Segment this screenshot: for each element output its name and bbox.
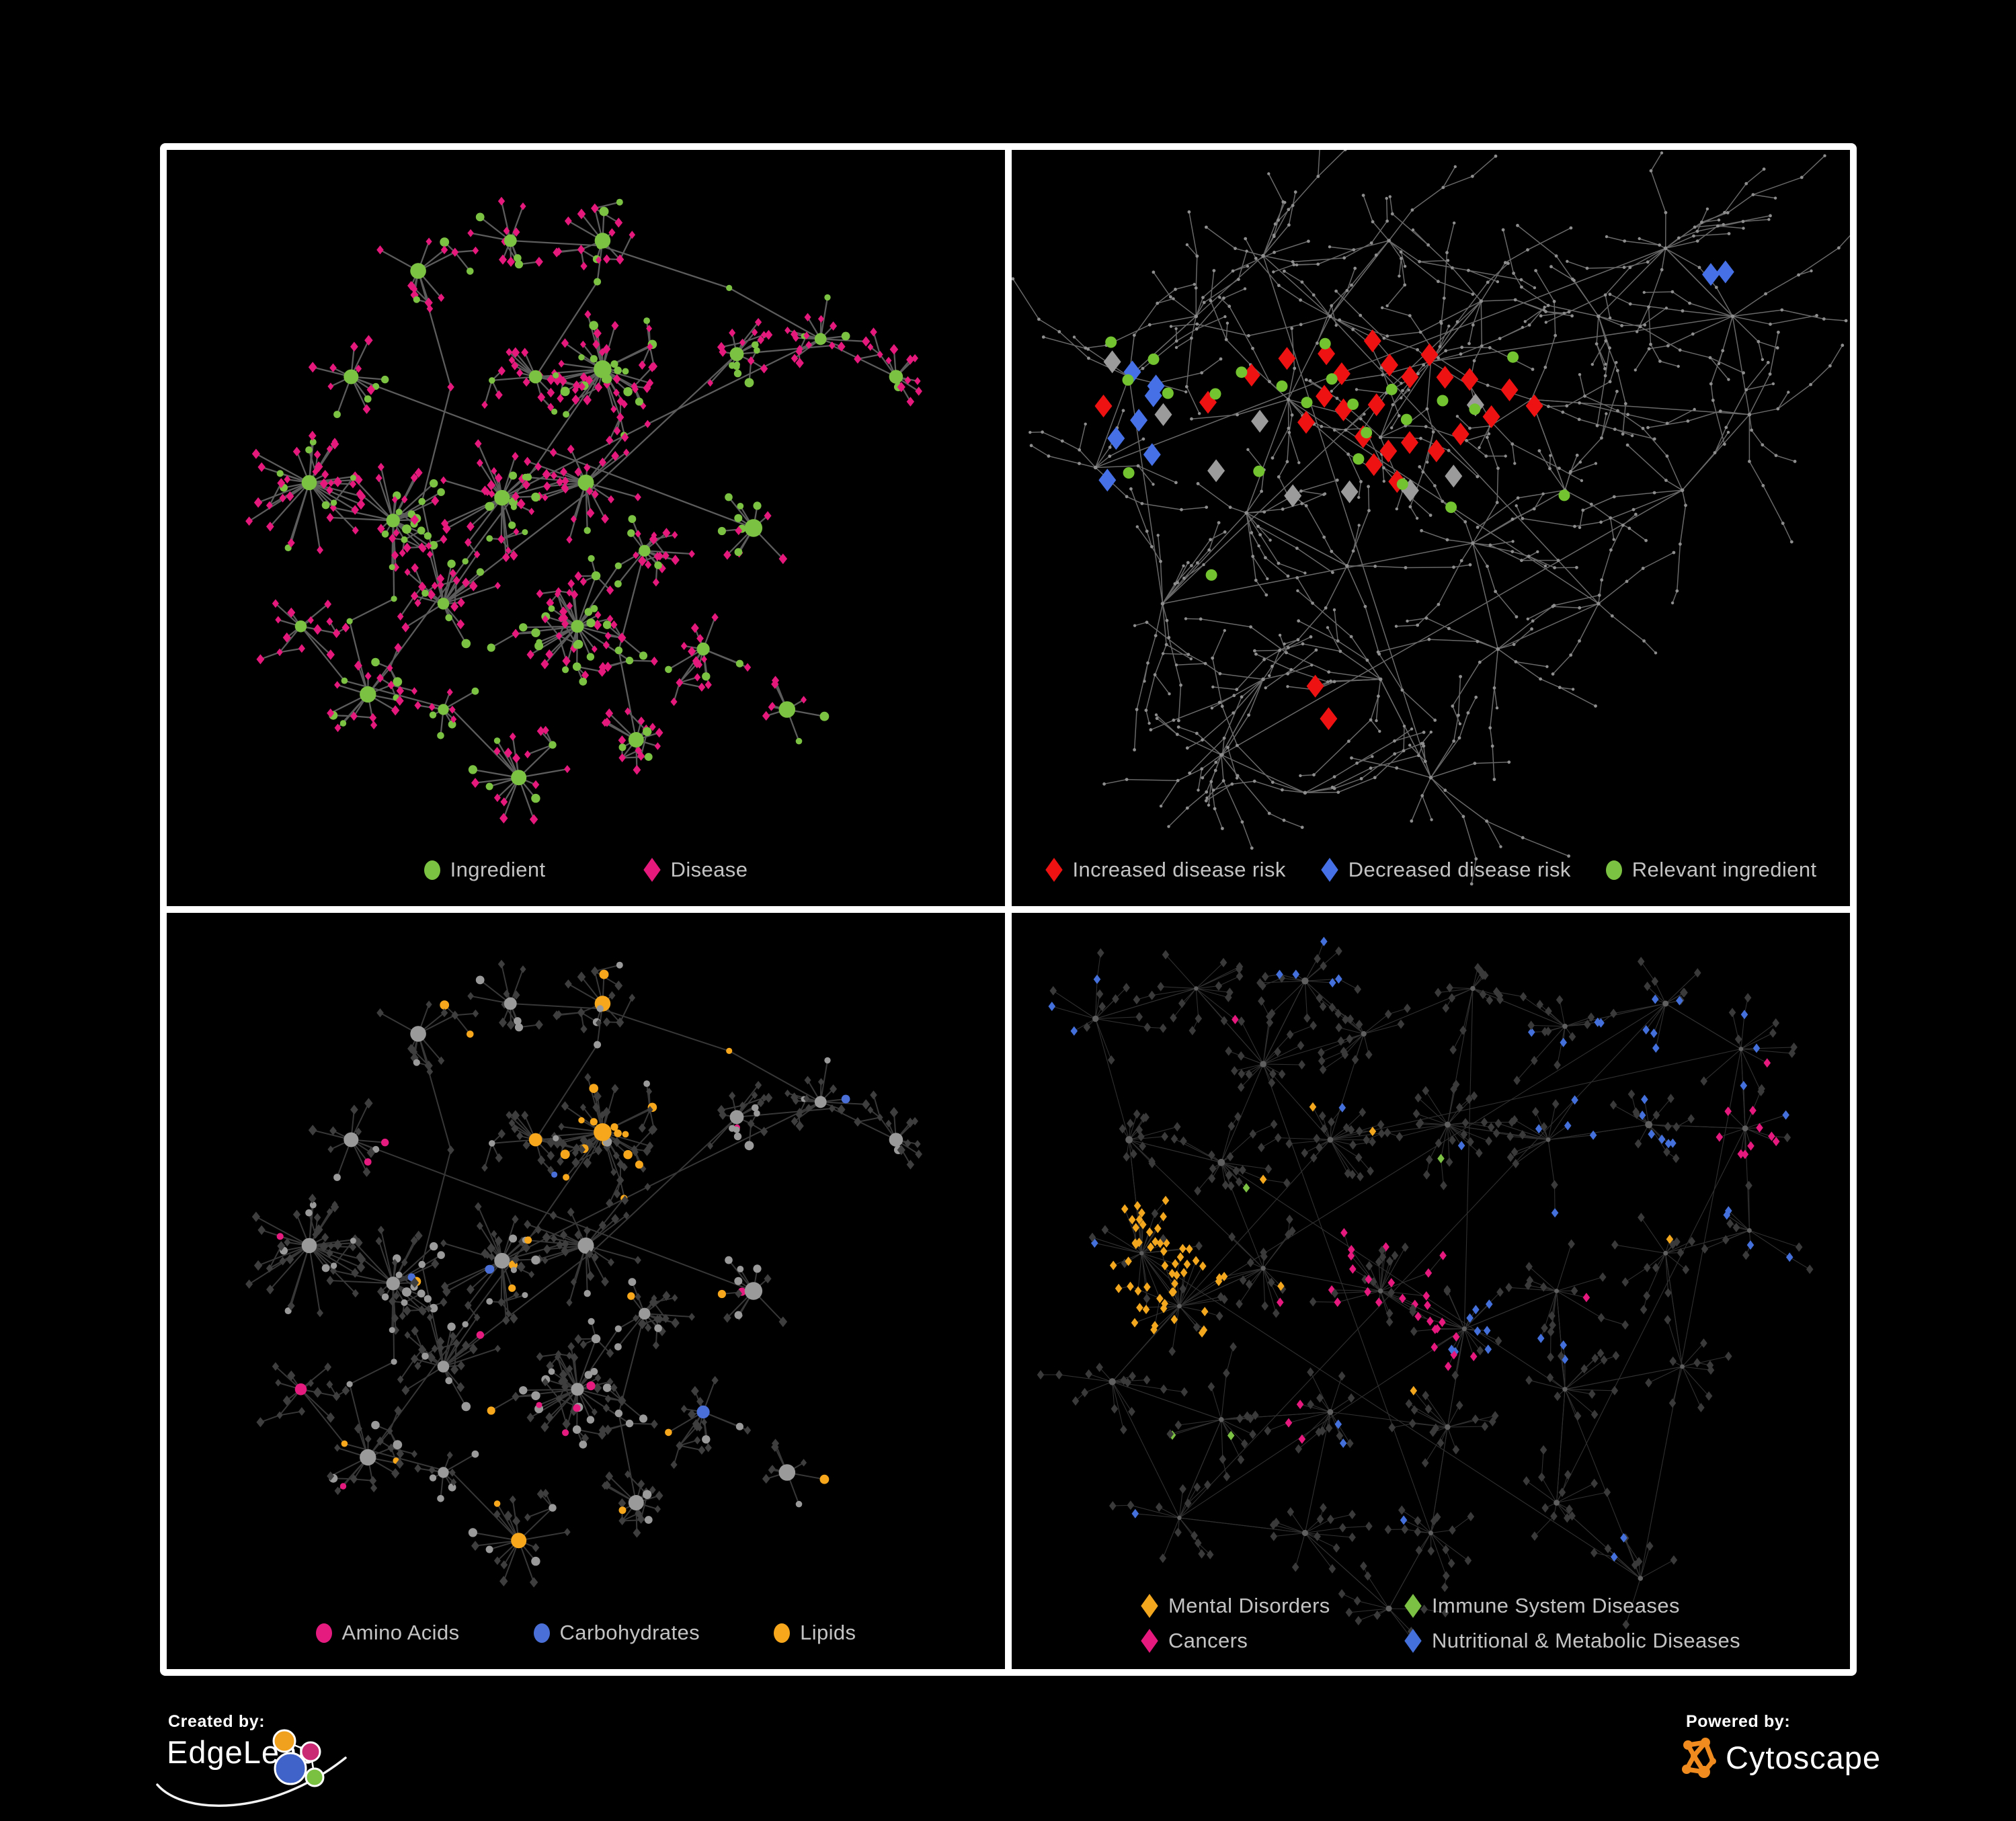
legend-label: Increased disease risk [1073, 858, 1286, 882]
legend-item: Disease [643, 858, 748, 882]
legend-item: Cancers [1141, 1629, 1404, 1653]
circle-legend-symbol [316, 1623, 332, 1643]
diamond-legend-symbol [1321, 858, 1338, 882]
diamond-legend-symbol [1141, 1594, 1158, 1618]
powered-by-block: Powered by: Cytosc [1679, 1712, 1881, 1793]
circle-legend-symbol [774, 1623, 790, 1643]
created-by-block: Created by: EdgeLeap [161, 1712, 350, 1799]
nutrient-categories-legend: Amino Acids Carbohydrates Lipids [167, 1621, 1005, 1645]
disease-risk-legend: Increased disease risk Decreased disease … [1012, 858, 1850, 882]
legend-label: Mental Disorders [1168, 1594, 1330, 1618]
legend-item: Decreased disease risk [1321, 858, 1571, 882]
legend-label: Relevant ingredient [1632, 858, 1817, 882]
nutrient-categories-network-graph [167, 913, 1005, 1669]
legend-item: Lipids [774, 1621, 856, 1645]
panel-ingredient-disease: Ingredient Disease [167, 150, 1005, 906]
disease-risk-network-graph [1012, 150, 1850, 906]
edgeleap-brand-row: EdgeLeap [161, 1736, 350, 1768]
edges-layer [249, 201, 919, 819]
disease-categories-network-graph [1012, 913, 1850, 1669]
circle-legend-symbol [534, 1623, 550, 1643]
edges-layer [249, 964, 919, 1582]
diamond-legend-symbol [1045, 858, 1062, 882]
legend-item: Ingredient [424, 858, 546, 882]
panel-disease-categories: Mental Disorders Immune System Diseases Ca… [1012, 913, 1850, 1669]
ingredient-disease-legend: Ingredient Disease [167, 858, 1005, 882]
circle-legend-symbol [1606, 860, 1622, 880]
nodes-layer [1037, 937, 1814, 1648]
diamond-legend-symbol [1141, 1629, 1158, 1653]
legend-item: Relevant ingredient [1606, 858, 1817, 882]
diamond-legend-symbol [1404, 1594, 1421, 1618]
edges-layer [1041, 942, 1810, 1643]
legend-item: Carbohydrates [534, 1621, 700, 1645]
cytoscape-logo-icon [1679, 1734, 1718, 1780]
diamond-legend-symbol [1404, 1629, 1421, 1653]
powered-by-label: Powered by: [1686, 1712, 1881, 1732]
legend-item: Nutritional & Metabolic Diseases [1404, 1629, 1740, 1653]
legend-label: Lipids [800, 1621, 856, 1645]
cytoscape-brand-row: Cytoscape [1679, 1734, 1881, 1780]
disease-categories-legend: Mental Disorders Immune System Diseases Ca… [1141, 1594, 1740, 1653]
edgeleap-logo-icon [264, 1726, 343, 1798]
legend-label: Immune System Diseases [1432, 1594, 1680, 1618]
circle-legend-symbol [424, 860, 440, 880]
panel-disease-risk: Increased disease risk Decreased disease … [1012, 150, 1850, 906]
legend-item: Amino Acids [316, 1621, 460, 1645]
legend-label: Nutritional & Metabolic Diseases [1432, 1629, 1740, 1653]
legend-label: Decreased disease risk [1348, 858, 1571, 882]
panel-nutrient-categories: Amino Acids Carbohydrates Lipids [167, 913, 1005, 1669]
legend-label: Disease [671, 858, 748, 882]
legend-label: Carbohydrates [560, 1621, 700, 1645]
legend-label: Ingredient [450, 858, 546, 882]
legend-item: Mental Disorders [1141, 1594, 1404, 1618]
nodes-layer [1012, 150, 1850, 885]
legend-label: Cancers [1168, 1629, 1248, 1653]
edges-layer [1013, 150, 1850, 884]
diamond-legend-symbol [643, 858, 660, 882]
legend-item: Increased disease risk [1045, 858, 1286, 882]
cytoscape-logo-text: Cytoscape [1726, 1742, 1881, 1773]
legend-label: Amino Acids [342, 1621, 460, 1645]
panels-frame: Ingredient Disease Increased disease risk… [160, 143, 1857, 1676]
legend-item: Immune System Diseases [1404, 1594, 1740, 1618]
ingredient-disease-network-graph [167, 150, 1005, 906]
